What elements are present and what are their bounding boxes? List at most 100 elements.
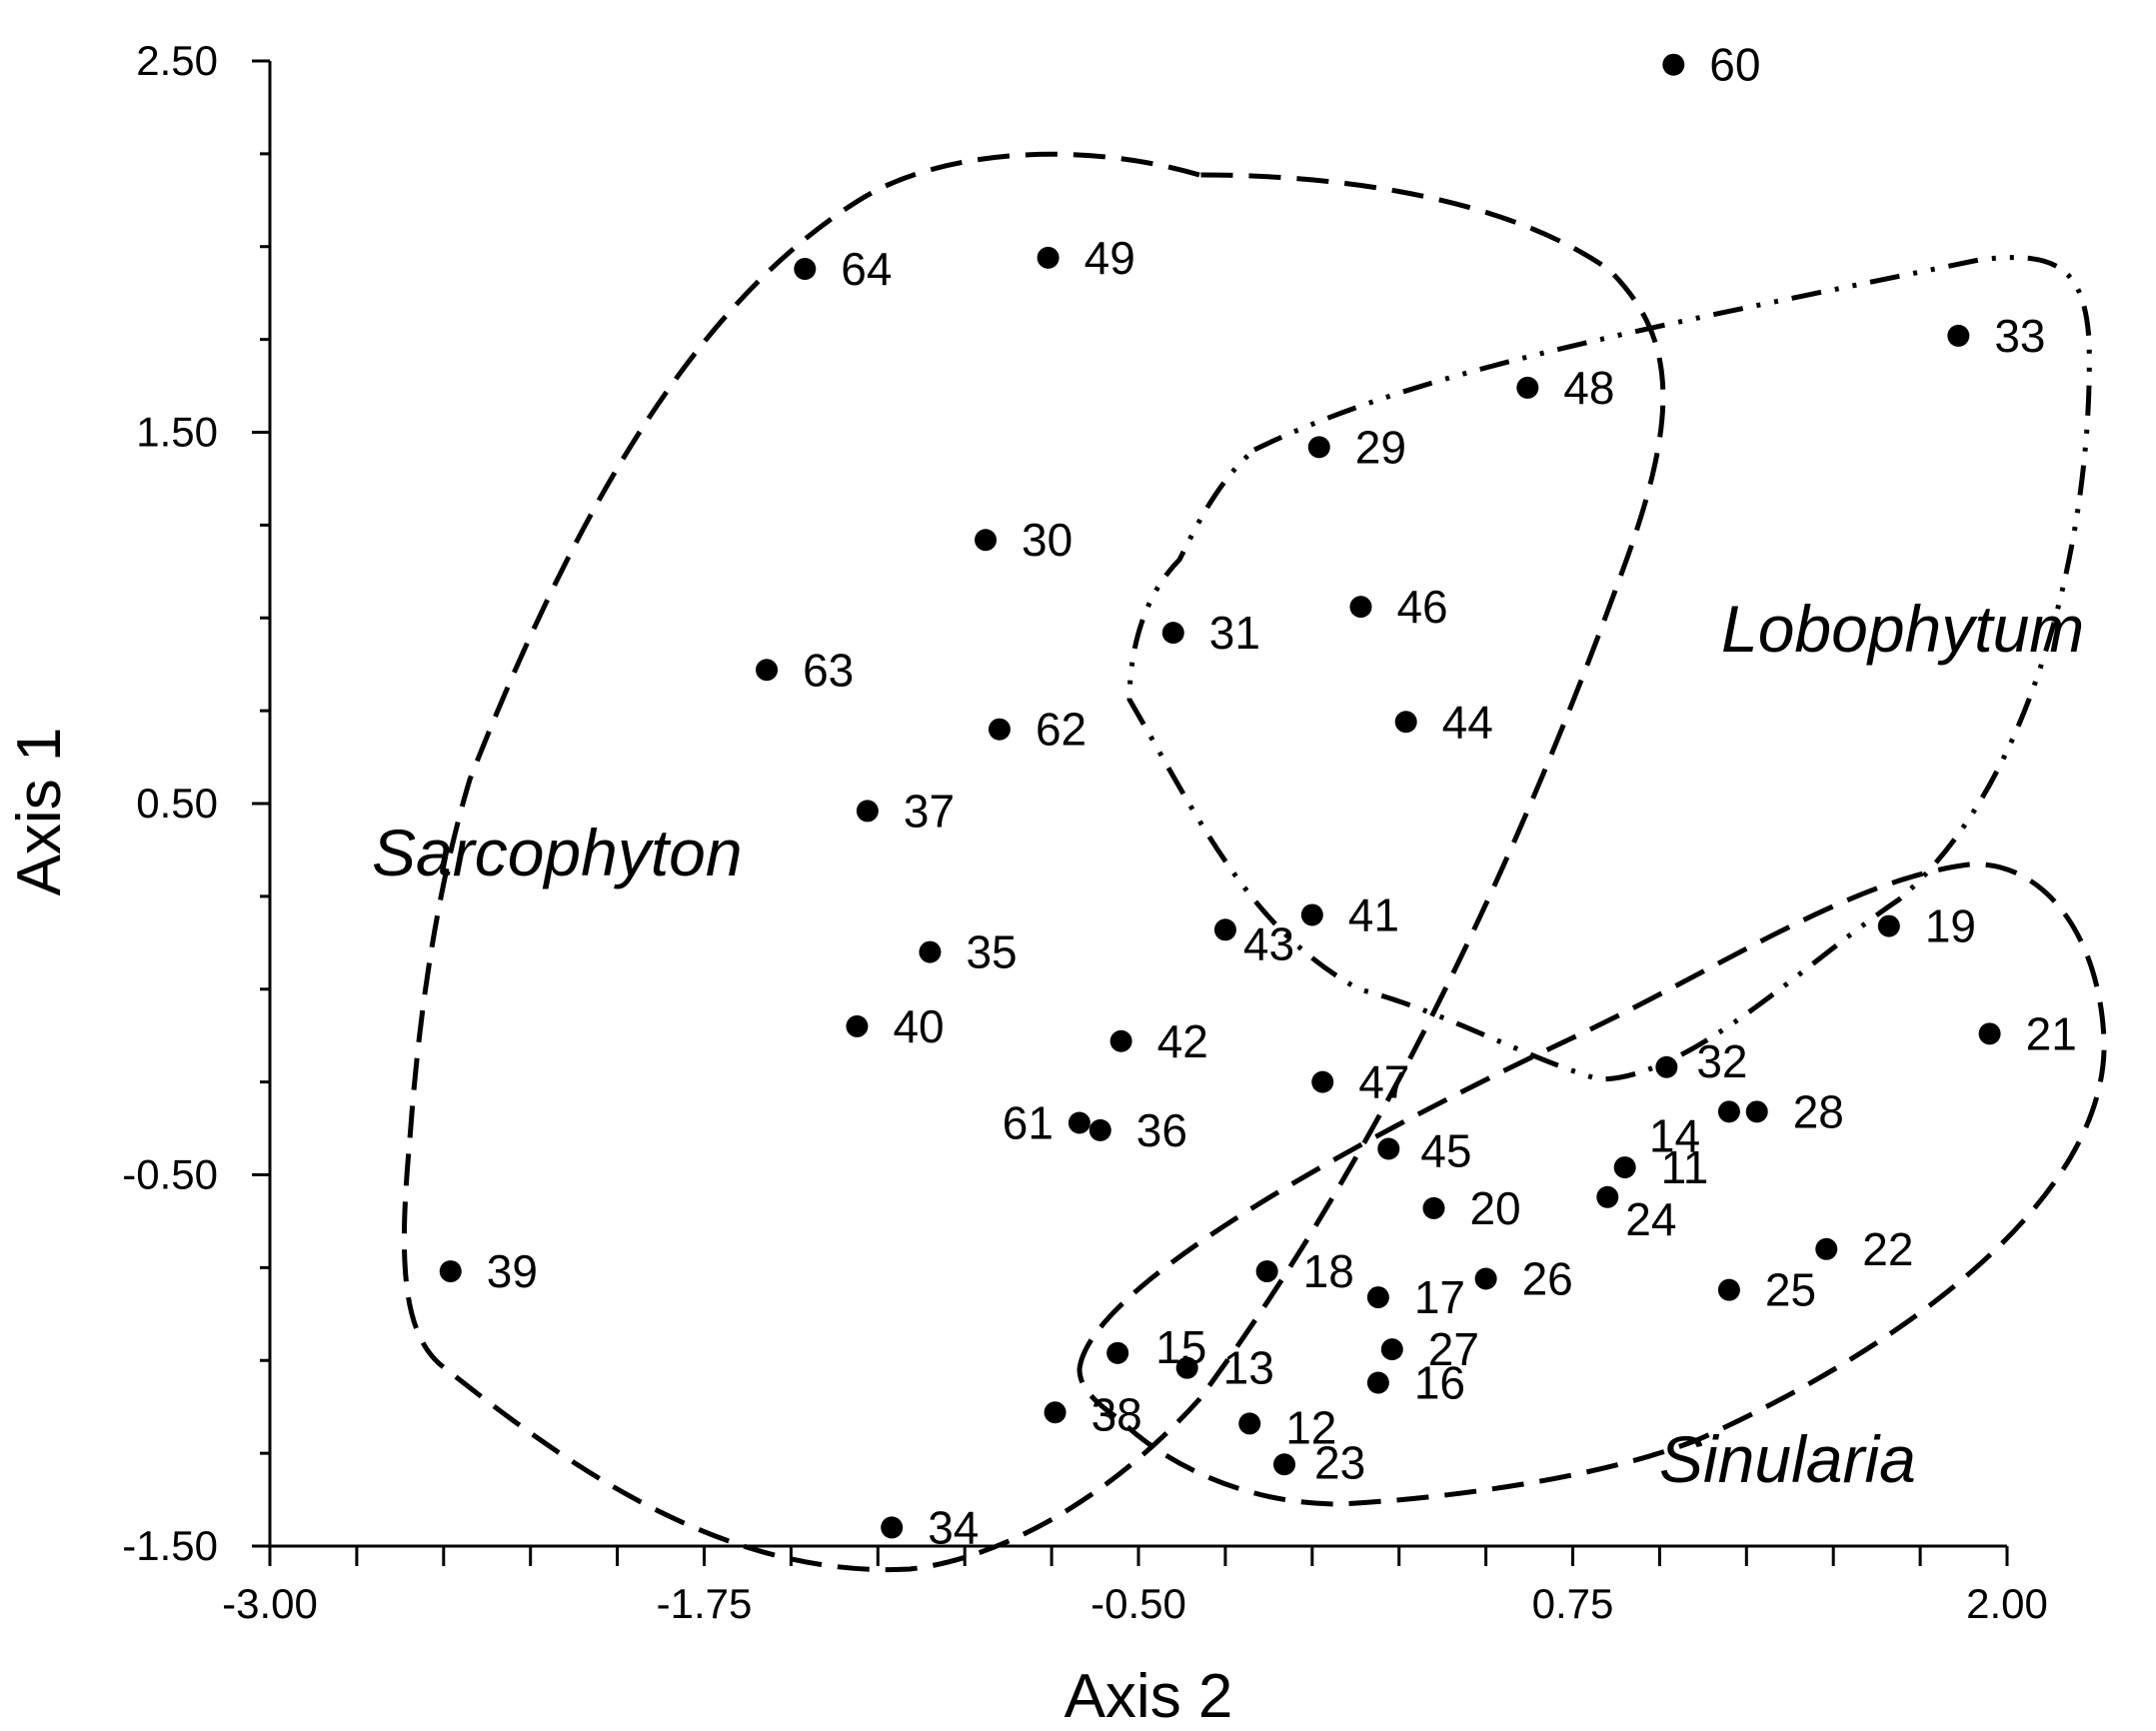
data-point-label: 22 bbox=[1862, 1223, 1913, 1275]
data-point bbox=[1662, 53, 1685, 76]
data-point bbox=[1380, 1338, 1403, 1361]
data-point bbox=[1877, 914, 1900, 937]
y-tick-label: 0.50 bbox=[136, 780, 218, 827]
data-point bbox=[1978, 1022, 2001, 1045]
data-point-label: 46 bbox=[1396, 581, 1447, 633]
data-point-label: 38 bbox=[1091, 1388, 1142, 1440]
data-point bbox=[1238, 1412, 1261, 1435]
data-point bbox=[919, 940, 942, 963]
x-tick-label: -0.50 bbox=[1090, 1580, 1186, 1627]
data-point-label: 48 bbox=[1563, 362, 1614, 414]
data-point-label: 25 bbox=[1765, 1264, 1816, 1316]
data-point-label: 13 bbox=[1223, 1342, 1274, 1394]
data-point bbox=[1422, 1196, 1445, 1219]
data-point bbox=[1213, 918, 1236, 941]
data-point-label: 35 bbox=[966, 926, 1017, 978]
data-point bbox=[1088, 1118, 1111, 1141]
data-points: 60 64 49 33 48 29 30 46 31 63 44 62 37 41 43 19 35 40 21 42… bbox=[439, 39, 2077, 1553]
data-point-label: 17 bbox=[1414, 1271, 1465, 1323]
data-point bbox=[856, 800, 879, 823]
data-point-label: 30 bbox=[1022, 514, 1073, 566]
data-point bbox=[1474, 1267, 1497, 1290]
data-point bbox=[846, 1014, 869, 1037]
data-point-label: 45 bbox=[1420, 1124, 1471, 1176]
data-point bbox=[1516, 376, 1539, 399]
lobophytum-label: Lobophytum bbox=[1721, 592, 2084, 666]
x-tick-label: 0.75 bbox=[1532, 1580, 1614, 1627]
data-point bbox=[1307, 436, 1330, 459]
data-point bbox=[1175, 1356, 1198, 1379]
data-point bbox=[1044, 1401, 1067, 1424]
data-point bbox=[975, 529, 998, 552]
data-point bbox=[1300, 903, 1323, 926]
data-point bbox=[1161, 622, 1184, 645]
sarcophyton-group-outline bbox=[401, 151, 1666, 1573]
data-point bbox=[1717, 1278, 1740, 1301]
data-point bbox=[1366, 1286, 1389, 1309]
y-axis-title: Axis 1 bbox=[5, 728, 74, 896]
data-point bbox=[1613, 1156, 1636, 1179]
data-point bbox=[1106, 1341, 1129, 1364]
data-point-label: 41 bbox=[1348, 888, 1399, 940]
data-point-label: 47 bbox=[1358, 1056, 1409, 1108]
data-point-label: 14 bbox=[1649, 1109, 1700, 1161]
data-point-label: 27 bbox=[1428, 1323, 1479, 1375]
data-point-label: 31 bbox=[1209, 607, 1260, 659]
data-point bbox=[1109, 1029, 1132, 1052]
data-point-label: 43 bbox=[1243, 917, 1294, 969]
data-point-label: 63 bbox=[803, 644, 854, 696]
data-point bbox=[1377, 1137, 1400, 1160]
sinularia-label: Sinularia bbox=[1659, 1422, 1916, 1496]
data-point bbox=[439, 1260, 462, 1283]
data-point-label: 20 bbox=[1469, 1182, 1520, 1234]
data-point-label: 44 bbox=[1442, 696, 1493, 748]
data-point bbox=[1717, 1100, 1740, 1123]
data-point-label: 21 bbox=[2026, 1007, 2077, 1059]
data-point bbox=[1947, 324, 1970, 347]
data-point-label: 64 bbox=[841, 243, 892, 295]
data-point bbox=[1349, 596, 1372, 619]
x-tick-label: -1.75 bbox=[657, 1580, 753, 1627]
data-point-label: 16 bbox=[1414, 1357, 1465, 1409]
data-point-label: 40 bbox=[893, 1000, 944, 1052]
data-point-label: 62 bbox=[1036, 704, 1086, 756]
data-point-label: 19 bbox=[1925, 900, 1976, 952]
data-point bbox=[1815, 1237, 1838, 1260]
data-point-label: 61 bbox=[1003, 1096, 1054, 1148]
data-point bbox=[1037, 246, 1060, 269]
data-point bbox=[988, 718, 1011, 741]
data-point-label: 32 bbox=[1696, 1035, 1747, 1087]
data-point bbox=[756, 659, 779, 682]
data-point-label: 11 bbox=[1661, 1141, 1709, 1193]
data-point-label: 33 bbox=[1994, 310, 2045, 362]
x-tick-label: 2.00 bbox=[1966, 1580, 2048, 1627]
data-point bbox=[1394, 711, 1417, 734]
lobophytum-group-outline bbox=[1126, 255, 2092, 1082]
x-axis-title: Axis 2 bbox=[1065, 1662, 1233, 1731]
data-point-label: 39 bbox=[487, 1245, 538, 1297]
data-point bbox=[1745, 1100, 1768, 1123]
y-tick-label: -1.50 bbox=[122, 1522, 218, 1569]
data-point-label: 28 bbox=[1793, 1085, 1844, 1137]
data-point-label: 60 bbox=[1709, 39, 1760, 91]
data-point bbox=[881, 1516, 904, 1539]
data-point-label: 29 bbox=[1355, 421, 1406, 473]
x-tick-label: -3.00 bbox=[222, 1580, 318, 1627]
data-point bbox=[1596, 1185, 1619, 1208]
axes: -1.50 -0.50 0.50 1.50 2.50 -3.00 -1.75 -0.50 0.7… bbox=[122, 37, 2048, 1627]
data-point-label: 18 bbox=[1303, 1245, 1354, 1297]
data-point-label: 24 bbox=[1625, 1193, 1676, 1245]
data-point-label: 49 bbox=[1084, 232, 1135, 284]
data-point bbox=[1272, 1453, 1295, 1476]
y-tick-label: 2.50 bbox=[136, 37, 218, 84]
sinularia-group-outline bbox=[1077, 862, 2107, 1507]
data-point bbox=[1366, 1371, 1389, 1394]
sarcophyton-label: Sarcophyton bbox=[372, 816, 743, 889]
y-tick-label: -0.50 bbox=[122, 1151, 218, 1198]
data-point-label: 26 bbox=[1522, 1253, 1573, 1305]
y-tick-label: 1.50 bbox=[136, 409, 218, 456]
data-point-label: 34 bbox=[928, 1501, 979, 1553]
data-point bbox=[1655, 1055, 1678, 1078]
data-point-label: 12 bbox=[1285, 1401, 1336, 1453]
